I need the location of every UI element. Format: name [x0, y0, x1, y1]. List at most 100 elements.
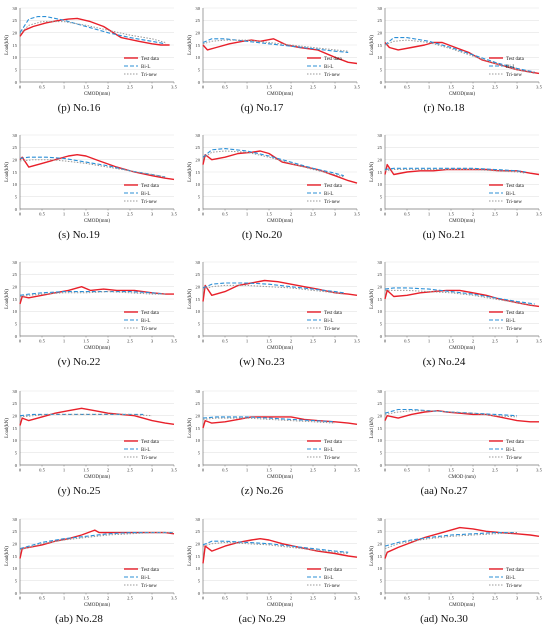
x-tick-label: 1: [246, 596, 249, 601]
y-tick-label: 5: [15, 450, 18, 455]
y-tick-label: 20: [377, 413, 382, 418]
x-tick-label: 3: [151, 468, 154, 473]
legend-label: Test data: [141, 568, 160, 573]
x-tick-label: 0.5: [222, 468, 228, 473]
y-tick-label: 25: [195, 401, 200, 406]
x-axis-label: CMOD(mm): [267, 92, 293, 97]
y-tick-label: 0: [15, 334, 18, 339]
x-tick-label: 3: [334, 212, 337, 217]
x-tick-label: 0.5: [404, 339, 410, 344]
chart-panel: 0 5 10 15 20 25 30 0 0.5 1 1.5 2 2.5 3 3.5 Test data Bi-…: [188, 517, 361, 625]
y-tick-label: 0: [380, 591, 383, 596]
y-tick-label: 10: [377, 566, 382, 571]
series-line: [384, 532, 518, 550]
x-tick-label: 2.5: [127, 468, 133, 473]
y-axis-label: Load(kN): [370, 289, 375, 309]
legend-label: Test data: [506, 440, 525, 445]
x-axis-label: CMOD(mm): [449, 219, 475, 224]
x-tick-label: 2.5: [310, 212, 316, 217]
y-tick-label: 10: [12, 182, 17, 187]
legend-label: Bi-L: [324, 448, 333, 453]
x-axis-label: CMOD(mm): [267, 475, 293, 480]
y-tick-label: 20: [195, 413, 200, 418]
series-line: [19, 413, 153, 418]
y-tick-label: 15: [377, 426, 382, 431]
x-tick-label: 1: [246, 85, 249, 90]
x-tick-label: 2.5: [127, 212, 133, 217]
series-line: [202, 416, 358, 429]
y-tick-label: 25: [12, 529, 17, 534]
y-tick-label: 10: [195, 309, 200, 314]
y-tick-label: 30: [195, 6, 200, 11]
y-tick-label: 0: [198, 207, 201, 212]
x-tick-label: 2: [290, 339, 293, 344]
x-tick-label: 2: [472, 212, 475, 217]
y-axis-label: Load(kN): [188, 289, 193, 309]
x-tick-label: 2: [472, 85, 475, 90]
y-tick-label: 10: [377, 182, 382, 187]
x-axis-label: CMOD(mm): [267, 603, 293, 608]
y-axis-label: Load(kN): [5, 289, 10, 309]
x-tick-label: 1: [63, 468, 66, 473]
y-tick-label: 20: [195, 284, 200, 289]
series-line: [384, 163, 540, 176]
legend-label: Bi-L: [324, 65, 333, 70]
x-tick-label: 2: [107, 339, 110, 344]
x-tick-label: 1: [63, 596, 66, 601]
legend-label: Bi-L: [324, 576, 333, 581]
y-axis-label: Load(kN): [188, 162, 193, 182]
x-axis-label: CMOD(mm): [267, 219, 293, 224]
legend-label: Tri-new: [324, 73, 340, 78]
chart-panel: 0 5 10 15 20 25 30 0 0.5 1 1.5 2 2.5 3 3.5 Test data Bi-…: [370, 6, 543, 114]
x-tick-label: 2: [472, 596, 475, 601]
legend-label: Tri-new: [324, 584, 340, 589]
series-line: [202, 417, 336, 424]
x-tick-label: 0: [384, 339, 387, 344]
x-axis-label: CMOD(mm): [84, 92, 110, 97]
y-tick-label: 10: [12, 566, 17, 571]
y-tick-label: 5: [15, 578, 18, 583]
x-tick-label: 2: [290, 85, 293, 90]
x-tick-label: 1: [246, 212, 249, 217]
x-tick-label: 2.5: [310, 468, 316, 473]
y-axis-label: Load(kN): [5, 546, 10, 566]
y-tick-label: 0: [380, 463, 383, 468]
x-tick-label: 3: [516, 339, 519, 344]
series-line: [19, 286, 174, 305]
series-line: [202, 148, 344, 177]
y-tick-label: 25: [195, 272, 200, 277]
series-line: [202, 541, 349, 554]
x-tick-label: 0.5: [39, 212, 45, 217]
subfigure-caption: (ab) No.28: [55, 613, 103, 625]
y-tick-label: 5: [198, 578, 201, 583]
series-line: [384, 289, 540, 308]
chart-panel: 0 5 10 15 20 25 30 0 0.5 1 1.5 2 2.5 3 3.5 Test data Bi-…: [370, 517, 543, 625]
series-line: [202, 39, 349, 52]
chart-panel: 0 5 10 15 20 25 30 0 0.5 1 1.5 2 2.5 3 3.5 Test data Bi-…: [370, 133, 543, 241]
legend-label: Test data: [141, 57, 160, 62]
y-axis-label: Load(kN): [188, 35, 193, 55]
legend-label: Tri-new: [506, 200, 522, 205]
y-tick-label: 0: [380, 334, 383, 339]
x-tick-label: 3.5: [171, 339, 177, 344]
x-tick-label: 3: [334, 468, 337, 473]
legend-label: Test data: [324, 184, 343, 189]
chart-panel: 0 5 10 15 20 25 30 0 0.5 1 1.5 2 2.5 3 3.5 Test data Bi-…: [188, 260, 361, 368]
legend-label: Bi-L: [141, 448, 150, 453]
y-tick-label: 20: [12, 30, 17, 35]
y-tick-label: 30: [12, 260, 17, 265]
y-tick-label: 25: [12, 272, 17, 277]
x-tick-label: 2.5: [310, 85, 316, 90]
series-line: [384, 526, 540, 559]
x-tick-label: 3: [334, 596, 337, 601]
y-tick-label: 20: [195, 541, 200, 546]
x-tick-label: 0.5: [39, 85, 45, 90]
x-tick-label: 3: [151, 212, 154, 217]
series-line: [384, 532, 517, 547]
x-axis-label: CMOD(mm): [84, 219, 110, 224]
y-tick-label: 30: [377, 133, 382, 138]
x-tick-label: 3.5: [536, 85, 542, 90]
y-tick-label: 30: [12, 389, 17, 394]
y-tick-label: 20: [377, 30, 382, 35]
